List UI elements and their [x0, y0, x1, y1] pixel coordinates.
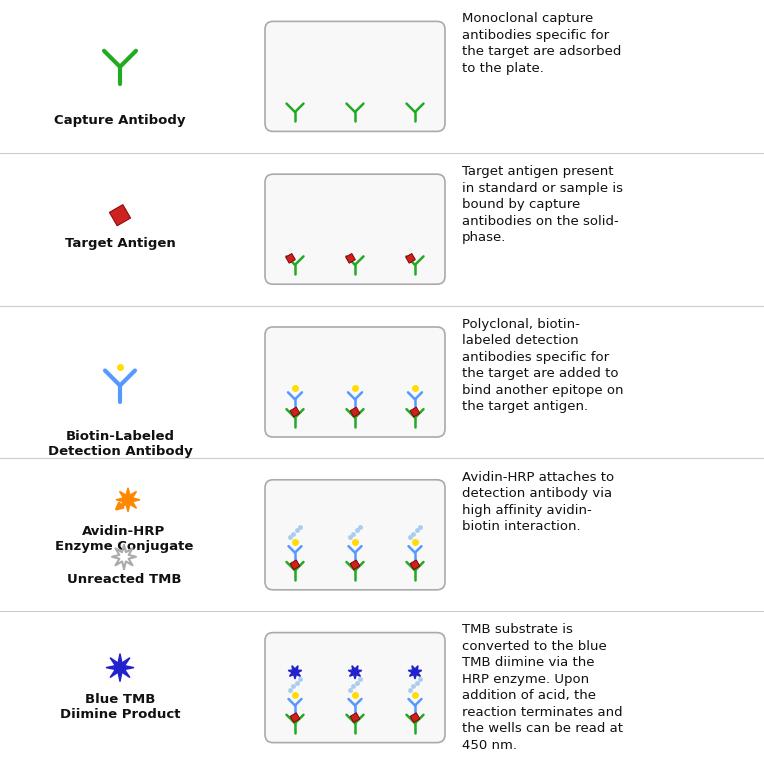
Polygon shape — [408, 665, 422, 679]
FancyBboxPatch shape — [265, 21, 445, 131]
Polygon shape — [406, 254, 416, 263]
Text: Monoclonal capture
antibodies specific for
the target are adsorbed
to the plate.: Monoclonal capture antibodies specific f… — [462, 12, 621, 75]
Polygon shape — [290, 560, 299, 570]
Text: Target Antigen: Target Antigen — [65, 237, 176, 250]
Polygon shape — [350, 560, 360, 570]
Polygon shape — [410, 560, 420, 570]
Polygon shape — [290, 713, 299, 723]
Text: Capture Antibody: Capture Antibody — [54, 115, 186, 128]
Polygon shape — [116, 487, 140, 512]
Text: Blue TMB
Diimine Product: Blue TMB Diimine Product — [60, 693, 180, 720]
Text: Target antigen present
in standard or sample is
bound by capture
antibodies on t: Target antigen present in standard or sa… — [462, 165, 623, 244]
Text: Polyclonal, biotin-
labeled detection
antibodies specific for
the target are add: Polyclonal, biotin- labeled detection an… — [462, 318, 623, 413]
Polygon shape — [348, 665, 362, 679]
Text: Avidin-HRP attaches to
detection antibody via
high affinity avidin-
biotin inter: Avidin-HRP attaches to detection antibod… — [462, 471, 614, 533]
Polygon shape — [290, 407, 299, 417]
Polygon shape — [410, 713, 420, 723]
FancyBboxPatch shape — [265, 633, 445, 743]
Text: TMB substrate is
converted to the blue
TMB diimine via the
HRP enzyme. Upon
addi: TMB substrate is converted to the blue T… — [462, 623, 623, 752]
FancyBboxPatch shape — [265, 174, 445, 284]
Text: Avidin-HRP
Enzyme Conjugate: Avidin-HRP Enzyme Conjugate — [55, 525, 193, 553]
Polygon shape — [410, 407, 420, 417]
Polygon shape — [350, 713, 360, 723]
Polygon shape — [345, 254, 355, 263]
FancyBboxPatch shape — [265, 480, 445, 590]
Polygon shape — [106, 653, 134, 681]
Text: Unreacted TMB: Unreacted TMB — [66, 573, 181, 586]
Text: Biotin-Labeled
Detection Antibody: Biotin-Labeled Detection Antibody — [47, 430, 193, 458]
FancyBboxPatch shape — [265, 327, 445, 437]
Polygon shape — [350, 407, 360, 417]
Polygon shape — [288, 665, 302, 679]
Polygon shape — [109, 205, 131, 226]
Polygon shape — [286, 254, 296, 263]
